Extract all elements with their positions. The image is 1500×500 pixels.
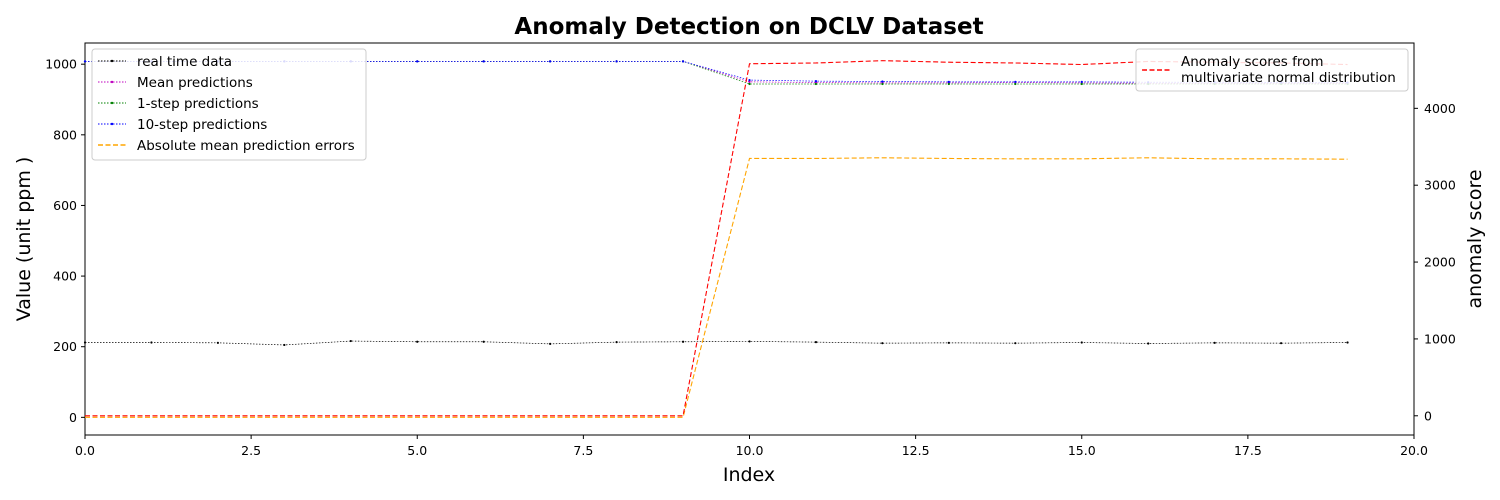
data-point-mean-predictions [748,80,751,83]
data-point-10-step-predictions [83,60,87,63]
y2-axis-label: anomaly score [1464,169,1486,308]
data-point-1-step-predictions [814,82,818,86]
y2-tick-label: 0 [1424,408,1432,423]
chart-title: Anomaly Detection on DCLV Dataset [514,14,983,40]
data-point-real-time-data [947,341,950,344]
x-tick-label: 7.5 [573,443,593,458]
data-point-real-time-data [283,343,286,347]
data-point-10-step-predictions [1014,80,1017,83]
legend-entry-label: 10-step predictions [137,117,267,133]
legend-marker [110,122,114,126]
series-line-real-time-data [85,340,1348,346]
data-point-10-step-predictions [748,78,751,82]
data-point-1-step-predictions [947,82,950,86]
x-tick-label: 2.5 [241,443,261,458]
y-tick-label: 400 [53,269,77,284]
data-point-1-step-predictions [1080,82,1083,86]
data-point-real-time-data [1346,341,1349,344]
y-axis-label: Value (unit ppm ) [13,157,35,322]
data-point-real-time-data [748,340,751,343]
y2-tick-label: 1000 [1424,331,1456,346]
data-point-real-time-data [416,340,419,343]
y-tick-label: 0 [69,410,77,425]
data-point-1-step-predictions [881,82,884,86]
data-point-10-step-predictions [482,60,485,63]
y-tick-label: 1000 [45,57,77,72]
legend-entry-label: multivariate normal distribution [1181,70,1396,86]
data-point-real-time-data [216,341,219,344]
y-tick-label: 200 [53,339,77,354]
data-point-real-time-data [1080,341,1083,344]
x-tick-label: 5.0 [407,443,427,458]
data-point-real-time-data [881,342,884,345]
y2-tick-label: 4000 [1424,101,1456,116]
data-point-10-step-predictions [549,60,552,63]
data-point-10-step-predictions [814,80,818,83]
x-tick-label: 12.5 [902,443,930,458]
legend-marker [110,101,114,105]
x-axis-label: Index [723,464,775,486]
legend-marker [110,80,114,84]
data-point-real-time-data [1147,342,1150,345]
data-point-real-time-data [814,341,818,344]
x-tick-label: 17.5 [1234,443,1262,458]
data-point-real-time-data [1213,341,1216,344]
y2-tick-label: 2000 [1424,255,1456,270]
series-line-absolute-mean-prediction-errors [85,157,1348,418]
data-point-10-step-predictions [416,60,419,63]
x-tick-label: 0.0 [75,443,95,458]
data-point-real-time-data [615,341,618,344]
legend-right [1135,48,1409,92]
y-tick-label: 800 [53,127,77,142]
data-point-10-step-predictions [615,60,618,63]
legend-entry-label: Mean predictions [137,75,253,91]
legend-entry-label: real time data [137,54,232,70]
x-tick-label: 15.0 [1068,443,1096,458]
plot-area: 0.0 2.5 5.0 7.5 10.0 12.5 15.0 17.5 20.0 0 200 400 6… [45,42,1456,458]
data-point-real-time-data [83,341,87,344]
data-point-10-step-predictions [881,80,884,83]
legend-entry-label: Anomaly scores from [1181,54,1324,70]
data-point-real-time-data [349,339,352,343]
x-tick-label: 20.0 [1400,443,1428,458]
data-point-10-step-predictions [947,80,950,83]
data-point-10-step-predictions [1080,80,1083,83]
legend-entry-label: 1-step predictions [137,96,259,112]
y-tick-label: 600 [53,198,77,213]
y2-tick-label: 3000 [1424,178,1456,193]
legend-marker [110,59,114,63]
data-point-1-step-predictions [1014,82,1017,86]
data-point-real-time-data [150,341,153,344]
x-tick-label: 10.0 [736,443,764,458]
data-point-10-step-predictions [681,60,685,63]
data-point-real-time-data [549,342,552,345]
data-point-real-time-data [1280,342,1283,345]
data-point-real-time-data [1014,342,1017,345]
data-point-real-time-data [681,340,685,343]
legend-left [91,48,367,161]
legend-entry-label: Absolute mean prediction errors [137,138,355,154]
data-point-real-time-data [482,340,485,343]
data-point-1-step-predictions [748,82,751,86]
